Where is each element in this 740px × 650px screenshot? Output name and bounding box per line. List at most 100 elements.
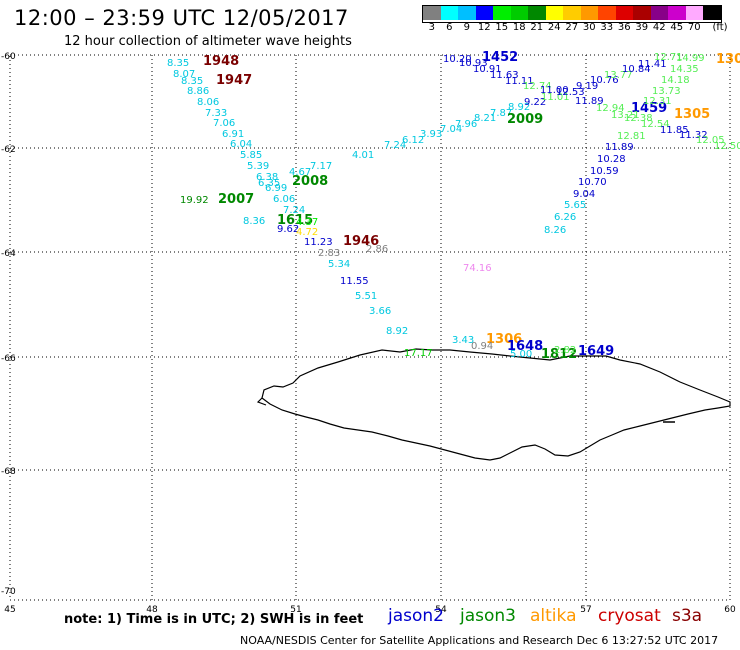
satellite-jason3: jason3 bbox=[460, 606, 516, 626]
wave-height-value: 3.66 bbox=[369, 306, 391, 317]
legend-swatch bbox=[580, 6, 598, 20]
wave-height-value: 13.73 bbox=[652, 86, 681, 97]
wave-height-value: 8.35 bbox=[167, 58, 189, 69]
legend-label: 33 bbox=[600, 22, 614, 33]
wave-height-value: 12.71 bbox=[654, 52, 683, 63]
latitude-label: -70 bbox=[1, 587, 16, 597]
wave-height-value: 0.94 bbox=[471, 341, 493, 352]
wave-height-value: 6.38 bbox=[256, 172, 278, 183]
wave-height-value: 12.81 bbox=[617, 131, 646, 142]
axis-labels: -60 -62 -64 -66 -68 -70 45 48 51 54 57 60 bbox=[1, 52, 736, 615]
wave-height-value: 12.54 bbox=[641, 119, 670, 130]
latitude-label: -62 bbox=[1, 145, 16, 155]
wave-height-value: 14.18 bbox=[661, 75, 690, 86]
wave-height-value: 5.85 bbox=[240, 150, 262, 161]
longitude-label: 54 bbox=[435, 605, 447, 615]
legend-swatch bbox=[703, 6, 721, 20]
wave-height-value: 11.11 bbox=[505, 76, 534, 87]
wave-height-value: 11.63 bbox=[490, 70, 519, 81]
wave-height-value: 12.94 bbox=[596, 103, 625, 114]
wave-height-value: 11.89 bbox=[605, 142, 634, 153]
wave-height-value: 9.62 bbox=[277, 224, 299, 235]
wave-height-value: 6.91 bbox=[222, 129, 244, 140]
wave-height-value: 3.93 bbox=[420, 129, 442, 140]
satellite-jason2: jason2 bbox=[388, 606, 444, 626]
coastline-islet bbox=[256, 397, 267, 406]
legend-swatch bbox=[475, 6, 493, 20]
pass-time-label: 1615 bbox=[277, 213, 313, 228]
legend-label: 6 bbox=[446, 22, 453, 33]
wave-height-value: 10.76 bbox=[590, 75, 619, 86]
latitude-label: -64 bbox=[1, 249, 16, 259]
legend-label: 70 bbox=[687, 22, 701, 33]
wave-height-value: 14.35 bbox=[670, 64, 699, 75]
latitude-label: -60 bbox=[1, 52, 16, 62]
wave-height-value: 9.22 bbox=[524, 97, 546, 108]
longitude-label: 51 bbox=[290, 605, 301, 615]
wave-height-value: 6.04 bbox=[230, 139, 252, 150]
wave-height-value: 12.38 bbox=[624, 113, 653, 124]
legend-label: 18 bbox=[512, 22, 526, 33]
legend-swatch bbox=[563, 6, 581, 20]
wave-height-value: 2.83 bbox=[318, 248, 340, 259]
wave-height-value: 2.86 bbox=[366, 244, 388, 255]
wave-height-value: 7.24 bbox=[384, 140, 406, 151]
wave-height-value: 10.70 bbox=[578, 177, 607, 188]
legend-label: 21 bbox=[530, 22, 544, 33]
wave-height-value: 11.55 bbox=[340, 276, 369, 287]
wave-height-value: 10.59 bbox=[590, 166, 619, 177]
wave-height-value: 13.21 bbox=[611, 110, 640, 121]
legend-label: 39 bbox=[635, 22, 649, 33]
wave-height-value: 12.05 bbox=[696, 135, 725, 146]
wave-height-value: 8.21 bbox=[474, 113, 496, 124]
map-title: 12:00 – 23:59 UTC 12/05/2017 bbox=[14, 6, 349, 30]
legend-label: 24 bbox=[547, 22, 561, 33]
longitude-label: 57 bbox=[580, 605, 591, 615]
pass-time-label: 130 bbox=[716, 52, 740, 67]
satellite-s3a: s3a bbox=[672, 606, 703, 626]
legend-swatch bbox=[440, 6, 458, 20]
pass-time-label: 1946 bbox=[343, 234, 379, 249]
pass-time-label: 1306 bbox=[486, 332, 522, 347]
legend-swatch bbox=[615, 6, 633, 20]
legend-swatch bbox=[510, 6, 528, 20]
longitude-label: 48 bbox=[146, 605, 158, 615]
wave-height-value: 11.85 bbox=[660, 125, 689, 136]
legend-swatch bbox=[685, 6, 703, 20]
wave-height-value: 5.51 bbox=[355, 291, 377, 302]
satellite-altika: altika bbox=[530, 606, 577, 626]
wave-height-value: 7.24 bbox=[283, 205, 305, 216]
wave-height-value: 8.35 bbox=[181, 76, 203, 87]
map-subtitle: 12 hour collection of altimeter wave hei… bbox=[64, 34, 352, 49]
legend-label: 45 bbox=[670, 22, 684, 33]
wave-height-value: 7.87 bbox=[490, 108, 512, 119]
wave-height-value: 5.00 bbox=[510, 349, 532, 360]
footnote: note: 1) Time is in UTC; 2) SWH is in fe… bbox=[64, 612, 364, 627]
wave-height-value: 7.06 bbox=[213, 118, 235, 129]
coastline bbox=[261, 348, 731, 461]
pass-time-label: 1948 bbox=[203, 54, 239, 69]
wave-height-value: 8.26 bbox=[544, 225, 566, 236]
legend-swatch bbox=[423, 6, 441, 20]
wave-height-value: 11.23 bbox=[304, 237, 333, 248]
wave-height-value: 17.17 bbox=[404, 348, 433, 359]
wave-height-value: 4.72 bbox=[296, 227, 318, 238]
color-scale-legend bbox=[422, 5, 722, 23]
wave-height-value: 10.84 bbox=[622, 64, 651, 75]
wave-height-value: 8.86 bbox=[187, 86, 209, 97]
legend-label: 9 bbox=[463, 22, 470, 33]
legend-label: 12 bbox=[477, 22, 491, 33]
observation-labels: 194819478.358.078.358.868.067.337.066.91… bbox=[167, 50, 740, 362]
pass-time-label: 1452 bbox=[482, 50, 518, 65]
legend-swatch bbox=[633, 6, 651, 20]
wave-height-value: 9.04 bbox=[573, 189, 595, 200]
legend-label: 42 bbox=[652, 22, 666, 33]
wave-height-value: 8.36 bbox=[243, 216, 265, 227]
wave-height-value: 7.04 bbox=[440, 124, 462, 135]
wave-height-value: 12.53 bbox=[556, 87, 585, 98]
wave-height-value: 10.91 bbox=[473, 64, 502, 75]
wave-height-value: 5.39 bbox=[247, 161, 269, 172]
legend-label: 30 bbox=[582, 22, 596, 33]
wave-height-value: 2.82 bbox=[554, 345, 576, 356]
pass-time-label: 1459 bbox=[631, 101, 667, 116]
